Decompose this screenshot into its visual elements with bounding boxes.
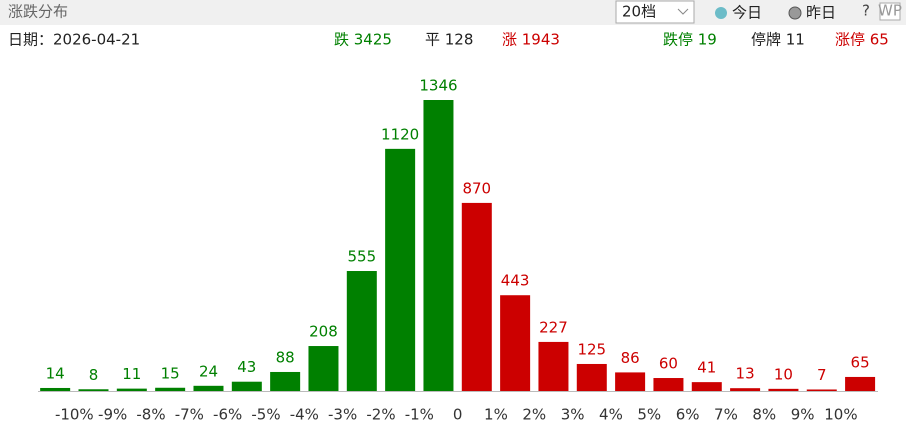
x-tick-label: -4% [290, 406, 319, 424]
bar [155, 387, 186, 391]
bar [270, 371, 301, 391]
bar [461, 202, 492, 391]
bar [691, 382, 722, 391]
legend-today-dot[interactable] [715, 7, 727, 19]
x-tick-label: 4% [599, 406, 623, 424]
down-count: 跌 3425 [334, 31, 392, 49]
value-label: 1120 [381, 125, 419, 143]
bar [40, 387, 71, 391]
x-tick-label: -10% [55, 406, 94, 424]
value-label: 7 [817, 366, 827, 384]
x-tick-label: 3% [561, 406, 585, 424]
value-label: 870 [462, 179, 491, 197]
bar [730, 388, 761, 391]
value-label: 65 [851, 353, 870, 371]
suspended: 停牌 11 [751, 31, 805, 49]
value-label: 24 [199, 362, 218, 380]
x-tick-label: -3% [328, 406, 357, 424]
bar [116, 388, 147, 391]
bar [768, 388, 799, 391]
date: 日期：2026-04-21 [8, 31, 140, 49]
select-arrow [677, 8, 689, 15]
bar [346, 271, 377, 391]
bar [385, 148, 416, 391]
bar [653, 378, 684, 391]
panel-title: 涨跌分布 [8, 3, 68, 21]
legend-today[interactable]: 今日 [732, 4, 762, 22]
select-text: 20档 [622, 3, 656, 21]
icon-text: WP [878, 2, 902, 20]
value-label: 8 [89, 366, 99, 384]
bar [78, 389, 109, 391]
value-label: 43 [237, 358, 256, 376]
bar [845, 376, 876, 391]
bar [193, 385, 224, 391]
bar [806, 389, 837, 391]
legend-yesterday[interactable]: 昨日 [806, 4, 836, 22]
value-label: 125 [577, 340, 606, 358]
x-tick-label: 2% [522, 406, 546, 424]
x-tick-label: 5% [637, 406, 661, 424]
x-tick-label: -1% [405, 406, 434, 424]
x-tick-label: -9% [98, 406, 127, 424]
bar [423, 100, 454, 391]
bar [308, 346, 339, 391]
x-tick-label: -2% [366, 406, 395, 424]
bar [615, 372, 646, 391]
x-tick-label: 8% [752, 406, 776, 424]
x-tick-label: 1% [484, 406, 508, 424]
value-label: 10 [774, 365, 793, 383]
value-label: 60 [659, 355, 678, 373]
header-bar [0, 0, 906, 25]
bar [500, 295, 531, 391]
bar [538, 341, 569, 391]
value-label: 1346 [419, 77, 457, 95]
x-tick-label: 7% [714, 406, 738, 424]
help[interactable]: ? [862, 2, 870, 20]
bar [231, 381, 262, 391]
value-label: 86 [621, 349, 640, 367]
legend-yesterday-dot[interactable] [788, 6, 802, 20]
value-label: 41 [697, 359, 716, 377]
value-label: 13 [736, 365, 755, 383]
value-label: 443 [501, 272, 530, 290]
bar [576, 363, 607, 391]
x-tick-label: -7% [175, 406, 204, 424]
value-label: 15 [161, 364, 180, 382]
select[interactable] [615, 0, 695, 24]
up-count: 涨 1943 [502, 31, 560, 49]
x-tick-label: 10% [824, 406, 857, 424]
x-tick-label: -8% [136, 406, 165, 424]
flat-count: 平 128 [425, 31, 473, 49]
x-tick-label: -6% [213, 406, 242, 424]
value-label: 88 [276, 348, 295, 366]
limit-up: 涨停 65 [835, 31, 889, 49]
value-label: 555 [347, 248, 376, 266]
x-tick-label: 6% [676, 406, 700, 424]
value-label: 14 [46, 364, 65, 382]
x-tick-label: 9% [791, 406, 815, 424]
x-tick-label: 0 [453, 406, 463, 424]
value-label: 208 [309, 323, 338, 341]
limit-down: 跌停 19 [663, 31, 717, 49]
x-tick-label: -5% [251, 406, 280, 424]
value-label: 227 [539, 318, 568, 336]
value-label: 11 [122, 365, 141, 383]
icon[interactable] [879, 2, 901, 21]
